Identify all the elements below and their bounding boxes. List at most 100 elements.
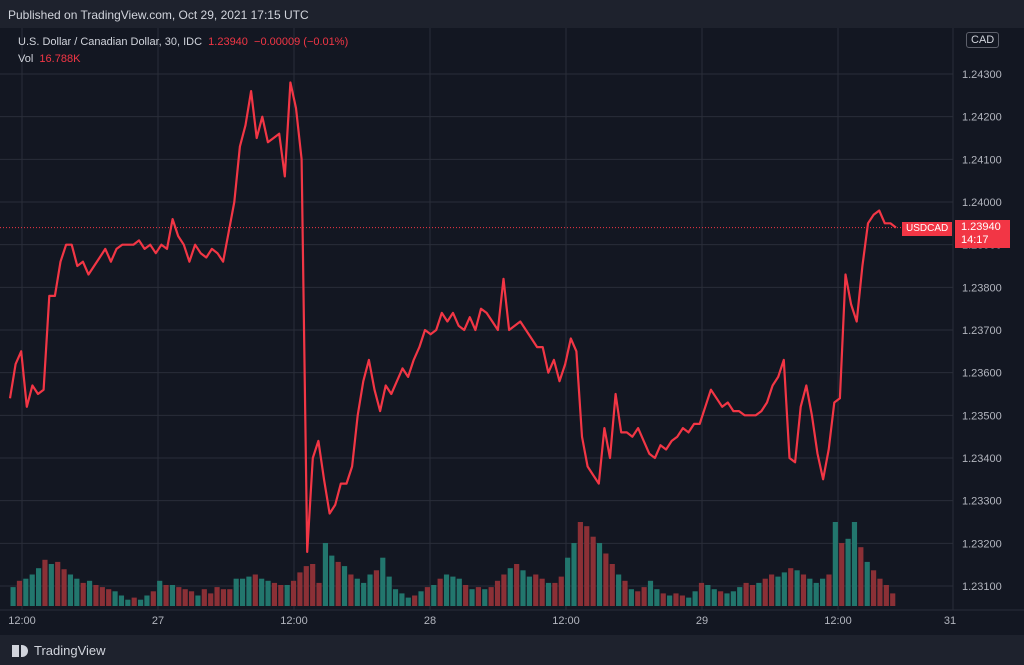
time-tick-label: 27 [152, 615, 164, 627]
volume-bar [106, 589, 112, 606]
time-tick-label: 29 [696, 615, 708, 627]
volume-bar [552, 582, 558, 606]
volume-bar [341, 566, 348, 606]
price-tick-label: 1.23400 [962, 453, 1002, 465]
volume-bar [628, 589, 634, 606]
volume-bar [284, 585, 290, 606]
volume-bar [329, 555, 335, 606]
volume-bar [864, 561, 870, 606]
volume-bar [577, 522, 583, 606]
bar-countdown: 14:17 [961, 234, 989, 246]
volume-bar [201, 589, 207, 606]
publish-header: Published on TradingView.com, Oct 29, 20… [0, 0, 1024, 28]
price-tick-label: 1.23800 [962, 282, 1002, 294]
volume-bar [290, 580, 297, 606]
time-tick-label: 12:00 [552, 615, 580, 627]
price-tick-label: 1.24000 [962, 197, 1002, 209]
time-tick-label: 31 [944, 615, 956, 627]
price-tick-label: 1.23300 [962, 496, 1002, 508]
tradingview-logo-icon [12, 644, 28, 657]
volume-bar [42, 559, 48, 606]
price-axis[interactable]: 1.243001.242001.241001.240001.239001.238… [962, 69, 1002, 593]
volume-bar [603, 553, 609, 606]
price-tick-label: 1.23200 [962, 538, 1002, 550]
price-tick-label: 1.23700 [962, 325, 1002, 337]
volume-bar [227, 589, 233, 606]
volume-bar [265, 580, 271, 606]
volume-bar [86, 580, 93, 606]
volume-bar [150, 591, 156, 606]
price-tick-label: 1.24100 [962, 154, 1002, 166]
volume-bar [660, 593, 666, 606]
volume-bar [820, 578, 826, 606]
tradingview-brand-text: TradingView [34, 643, 106, 658]
volume-bar [297, 572, 303, 606]
volume-bar [507, 568, 513, 606]
volume-bar [157, 580, 163, 606]
volume-bar [711, 589, 717, 606]
volume-bar [705, 585, 711, 606]
volume-bar [412, 595, 418, 606]
volume-bar [539, 578, 545, 606]
volume-bars [10, 522, 896, 606]
volume-bar [826, 574, 832, 606]
volume-bar [163, 585, 169, 606]
currency-badge[interactable]: CAD [966, 32, 1000, 48]
volume-bar [813, 582, 819, 606]
volume-bar [303, 566, 309, 606]
symbol-description: U.S. Dollar / Canadian Dollar, 30, IDC [18, 36, 203, 48]
volume-bar [654, 589, 660, 606]
legend-price: 1.23940 [208, 36, 248, 48]
volume-bar [246, 576, 252, 606]
volume-bar [348, 574, 354, 606]
volume-bar [647, 580, 654, 606]
volume-bar [322, 543, 329, 606]
volume-bar [214, 587, 220, 606]
volume-bar [220, 589, 227, 606]
volume-bar [839, 543, 845, 606]
volume-bar [74, 578, 80, 606]
time-axis[interactable]: 12:00 27 12:00 28 12:00 29 12:00 31 [8, 615, 956, 627]
volume-bar [590, 536, 596, 606]
volume-bar [195, 595, 201, 606]
volume-bar [724, 593, 730, 606]
volume-bar [488, 587, 494, 606]
price-tick-label: 1.24300 [962, 69, 1002, 81]
volume-bar [80, 582, 86, 606]
volume-bar [673, 593, 679, 606]
volume-bar [520, 570, 526, 606]
volume-bar [756, 582, 762, 606]
volume-bar [437, 578, 443, 606]
volume-bar [118, 595, 125, 606]
volume-bar [635, 591, 641, 606]
volume-bar [686, 597, 692, 606]
volume-label: Vol [18, 53, 34, 65]
volume-bar [469, 589, 475, 606]
volume-bar [749, 585, 756, 606]
volume-bar [769, 574, 775, 606]
volume-bar [182, 589, 188, 606]
price-tick-label: 1.24200 [962, 112, 1002, 124]
time-tick-label: 12:00 [8, 615, 36, 627]
volume-bar [730, 591, 736, 606]
volume-bar [144, 595, 150, 606]
volume-bar [737, 587, 743, 606]
volume-bar [208, 593, 214, 606]
price-tick-label: 1.23100 [962, 581, 1002, 593]
volume-bar [781, 572, 787, 606]
volume-bar [99, 587, 105, 606]
published-caption: Published on TradingView.com, Oct 29, 20… [8, 8, 309, 22]
volume-bar [29, 574, 35, 606]
volume-bar [67, 574, 74, 606]
volume-bar [494, 580, 501, 606]
volume-bar [558, 576, 564, 606]
symbol-legend: U.S. Dollar / Canadian Dollar, 30, IDC 1… [18, 34, 348, 68]
volume-bar [450, 576, 456, 606]
volume-bar [871, 570, 877, 606]
volume-bar [800, 574, 807, 606]
volume-bar [252, 574, 258, 606]
volume-bar [239, 578, 246, 606]
volume-bar [794, 570, 800, 606]
tradingview-brand[interactable]: TradingView [12, 643, 106, 658]
